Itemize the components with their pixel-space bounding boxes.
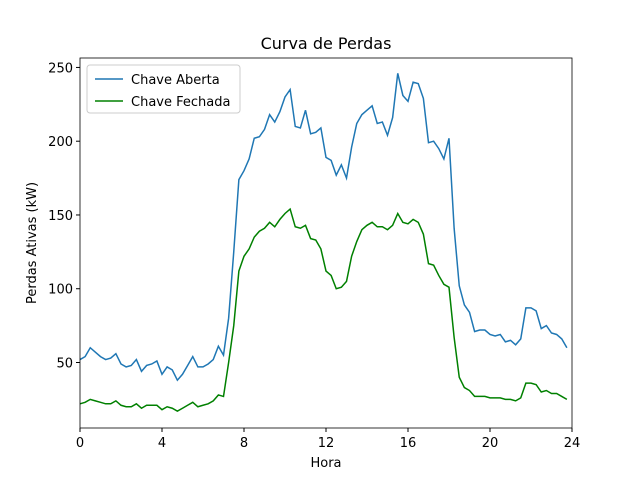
x-tick-label: 8 [240, 436, 248, 451]
y-tick-label: 250 [48, 61, 73, 76]
chart-title: Curva de Perdas [261, 34, 392, 53]
legend-box [86, 64, 241, 114]
legend-label: Chave Aberta [131, 73, 220, 88]
line-series [79, 207, 568, 413]
x-tick-label: 16 [400, 436, 417, 451]
legend-label: Chave Fechada [131, 95, 230, 110]
y-tick-label: 100 [48, 283, 73, 298]
plot-frame [79, 57, 573, 429]
x-tick-label: 12 [318, 436, 335, 451]
x-tick-label: 24 [564, 436, 581, 451]
x-tick-label: 4 [158, 436, 166, 451]
y-axis-label: Perdas Ativas (kW) [25, 182, 40, 304]
x-axis-label: Hora [310, 456, 341, 471]
y-tick-label: 150 [48, 209, 73, 224]
y-tick-label: 50 [56, 356, 73, 371]
y-tick-label: 200 [48, 135, 73, 150]
x-tick-label: 0 [76, 436, 84, 451]
x-tick-label: 20 [482, 436, 499, 451]
line-series [79, 73, 568, 382]
